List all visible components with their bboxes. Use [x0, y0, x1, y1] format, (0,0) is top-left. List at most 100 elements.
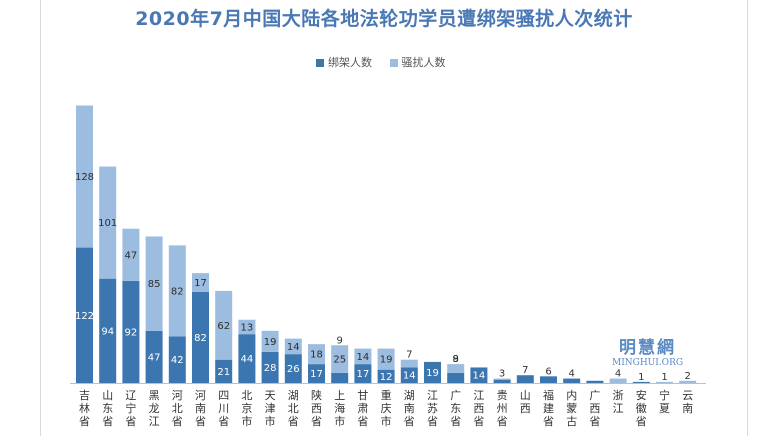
bar-abduction	[215, 359, 233, 383]
data-label-harassment: 101	[98, 218, 117, 229]
data-label-harassment: 14	[287, 342, 300, 353]
x-tick-label: 贵州省	[497, 389, 508, 428]
data-label-abduction: 2	[685, 371, 691, 382]
bar-abduction	[308, 364, 325, 383]
bar-abduction	[331, 373, 349, 383]
bar-harassment	[679, 380, 697, 383]
bar-abduction	[563, 378, 581, 383]
bar-harassment	[493, 378, 511, 380]
bar-abduction	[168, 336, 186, 383]
legend-label-abduction: 绑架人数	[328, 56, 372, 69]
bar-harassment	[122, 228, 140, 281]
bar-harassment	[377, 348, 395, 370]
data-label-abduction: 14	[403, 371, 416, 382]
bar-abduction	[540, 376, 557, 383]
bar-harassment	[261, 330, 279, 352]
bar-harassment	[447, 364, 465, 374]
x-tick-label: 河北省	[172, 389, 183, 428]
data-label-abduction: 122	[75, 311, 94, 322]
data-label-abduction: 28	[264, 363, 277, 374]
x-tick-label: 河南省	[195, 389, 206, 428]
x-tick-label: 福建省	[543, 388, 554, 428]
x-tick-label: 湖南省	[404, 389, 415, 428]
data-label-harassment: 25	[333, 355, 346, 366]
chart-frame	[40, 0, 748, 436]
data-label-abduction: 7	[522, 365, 528, 376]
x-tick-label: 陕西省	[311, 388, 322, 428]
bar-harassment	[192, 273, 209, 292]
x-tick-label: 宁夏	[659, 388, 670, 415]
bar-abduction	[470, 367, 488, 383]
x-tick-label: 广东省	[450, 389, 461, 428]
x-tick-label: 四川省	[218, 389, 229, 428]
data-label-abduction: 94	[101, 326, 114, 337]
x-tick-label: 北京市	[241, 389, 252, 428]
data-label-abduction: 9	[337, 335, 343, 346]
data-label-abduction: 82	[194, 333, 207, 344]
bar-abduction	[76, 247, 93, 383]
bar-abduction	[586, 380, 604, 383]
bar-abduction	[145, 330, 163, 383]
watermark-logo: 明慧網 MINGHUI.ORG	[612, 333, 683, 368]
data-label-harassment: 19	[380, 355, 393, 366]
legend-swatch-harassment	[389, 59, 398, 67]
x-tick-label: 天津市	[265, 389, 276, 428]
data-label-abduction: 17	[310, 369, 323, 380]
bar-abduction	[447, 373, 465, 383]
bar-harassment	[215, 290, 233, 360]
data-label-abduction: 6	[545, 366, 551, 377]
data-label-abduction: 42	[171, 355, 184, 366]
bar-abduction	[377, 369, 395, 383]
bar-harassment	[308, 344, 325, 365]
bar-abduction	[192, 291, 209, 383]
data-label-abduction: 92	[125, 327, 138, 338]
data-label-harassment: 13	[241, 322, 254, 333]
bar-abduction	[516, 375, 534, 383]
data-label-abduction: 1	[661, 372, 667, 383]
data-label-abduction: 12	[380, 372, 393, 383]
bar-abduction	[99, 278, 117, 383]
bar-abduction	[400, 367, 418, 383]
x-tick-label: 内蒙古	[566, 388, 577, 428]
data-label-abduction: 1	[638, 372, 644, 383]
bar-harassment	[656, 381, 673, 383]
data-label-abduction: 19	[426, 368, 439, 379]
x-tick-label: 黑龙江	[149, 389, 160, 428]
data-label-harassment: 19	[264, 337, 277, 348]
data-label-abduction: 44	[241, 354, 254, 365]
data-label-harassment: 8	[453, 354, 459, 365]
x-tick-label: 安徽省	[636, 388, 647, 428]
legend-item-abduction: 绑架人数	[316, 54, 372, 70]
bar-harassment	[331, 345, 349, 374]
chart-title: 2020年7月中国大陆各地法轮功学员遭绑架骚扰人次统计	[135, 8, 633, 30]
data-label-harassment: 14	[357, 352, 370, 363]
bar-harassment	[99, 166, 117, 279]
legend: 绑架人数 骚扰人数	[316, 54, 460, 70]
bar-abduction	[284, 354, 302, 383]
x-tick-label: 吉林省	[79, 389, 90, 428]
x-tick-label: 浙江	[613, 389, 624, 415]
data-label-harassment: 82	[171, 286, 184, 297]
bar-abduction	[632, 381, 650, 383]
bar-abduction	[424, 361, 441, 383]
legend-swatch-abduction	[316, 59, 324, 67]
data-label-abduction: 47	[148, 352, 161, 363]
x-tick-label: 山西	[520, 389, 531, 415]
bar-harassment	[609, 378, 627, 383]
data-label-abduction: 26	[287, 364, 300, 375]
data-label-harassment: 62	[217, 321, 230, 332]
data-label-abduction: 3	[499, 369, 505, 380]
data-label-harassment: 17	[194, 278, 207, 289]
x-tick-label: 江西省	[473, 389, 484, 428]
data-label-harassment: 128	[75, 172, 94, 183]
legend-label-harassment: 骚扰人数	[401, 56, 446, 69]
x-tick-label: 山东省	[102, 389, 113, 428]
bar-harassment	[168, 245, 186, 337]
bar-abduction	[122, 280, 140, 383]
bar-abduction	[493, 379, 511, 383]
legend-item-harassment: 骚扰人数	[389, 54, 446, 70]
x-tick-label: 辽宁省	[125, 389, 136, 428]
data-label-harassment: 47	[125, 250, 138, 261]
data-label-abduction: 14	[473, 371, 486, 382]
